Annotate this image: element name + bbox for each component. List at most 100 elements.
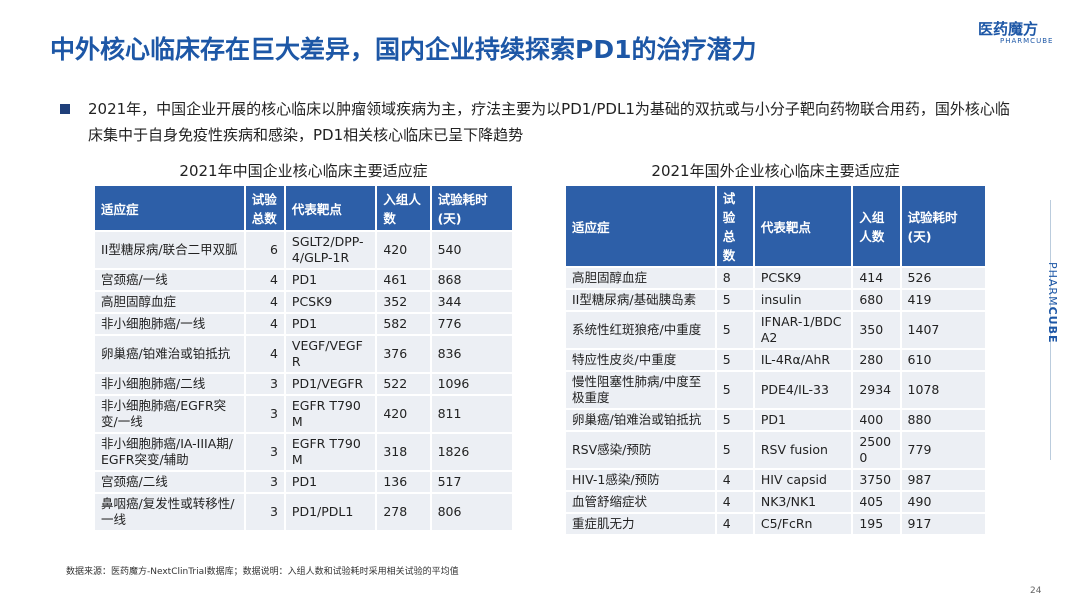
table-cell: 610 [899,348,988,372]
table-cell: 宫颈癌/二线 [93,470,246,494]
table-row: RSV感染/预防 5 RSV fusion 25000 779 [564,430,988,470]
table-cell: PCSK9 [752,266,854,290]
table-cell: 慢性阻塞性肺病/中度至极重度 [564,370,717,410]
table-cell: 352 [375,290,432,314]
table-row: 非小细胞肺癌/二线 3 PD1/VEGFR 522 1096 [93,372,515,396]
logo-sub: PHARMCUBE [1000,37,1054,45]
table-cell: 280 [851,348,902,372]
table-cell: 3 [243,470,286,494]
table-row: 慢性阻塞性肺病/中度至极重度 5 PDE4/IL-33 2934 1078 [564,370,988,410]
table-cell: 779 [899,430,988,470]
table-cell: 4 [243,334,286,374]
header-cell: 试验总数 [714,184,755,268]
table-row: II型糖尿病/联合二甲双胍 6 SGLT2/DPP-4/GLP-1R 420 540 [93,230,515,270]
table-cell: 3 [243,394,286,434]
table-cell: 5 [714,310,755,350]
table-cell: 8 [714,266,755,290]
table-cell: 1407 [899,310,988,350]
table-cell: 卵巢癌/铂难治或铂抵抗 [564,408,717,432]
table-cell: 4 [243,312,286,336]
table-row: 系统性红斑狼疮/中重度 5 IFNAR-1/BDCA2 350 1407 [564,310,988,350]
logo: 医药魔方 [978,20,1039,38]
table-row: 非小细胞肺癌/IA-IIIA期/EGFR突变/辅助 3 EGFR T790M 318 1… [93,432,515,472]
table-cell: 4 [714,490,755,514]
table-cell: RSV感染/预防 [564,430,717,470]
table-cell: RSV fusion [752,430,854,470]
header-cell: 试验耗时(天) [429,184,515,232]
table-cell: 526 [899,266,988,290]
table-cell: NK3/NK1 [752,490,854,514]
table-cell: IL-4Rα/AhR [752,348,854,372]
table-title: 2021年中国企业核心临床主要适应症 [179,162,428,180]
table-cell: 540 [429,230,515,270]
table-row: 宫颈癌/二线 3 PD1 136 517 [93,470,515,494]
table-row: 重症肌无力 4 C5/FcRn 195 917 [564,512,988,536]
table-cell: 776 [429,312,515,336]
table-cell: EGFR T790M [283,432,378,472]
table-cell: 1096 [429,372,515,396]
table-cell: 3 [243,372,286,396]
table-cell: 811 [429,394,515,434]
table-cell: IFNAR-1/BDCA2 [752,310,854,350]
header-cell: 试验耗时(天) [899,184,988,268]
header-row: 适应症 试验总数 代表靶点 入组人数 试验耗时(天) [93,184,515,232]
table-cell: 420 [375,230,432,270]
table-cell: 522 [375,372,432,396]
data-table: 适应症 试验总数 代表靶点 入组人数 试验耗时(天) 高胆固醇血症 8 PCSK9 414 526… [564,184,988,536]
table-cell: PCSK9 [283,290,378,314]
table-cell: SGLT2/DPP-4/GLP-1R [283,230,378,270]
table-cell: HIV-1感染/预防 [564,468,717,492]
table-cell: 2934 [851,370,902,410]
table-row: 特应性皮炎/中重度 5 IL-4Rα/AhR 280 610 [564,348,988,372]
header-cell: 代表靶点 [752,184,854,268]
table-cell: 582 [375,312,432,336]
table-row: HIV-1感染/预防 4 HIV capsid 3750 987 [564,468,988,492]
table-cell: 350 [851,310,902,350]
table-cell: 917 [899,512,988,536]
table-cell: 278 [375,492,432,532]
table-cell: 5 [714,288,755,312]
table-row: 高胆固醇血症 4 PCSK9 352 344 [93,290,515,314]
table-row: II型糖尿病/基础胰岛素 5 insulin 680 419 [564,288,988,312]
source-note: 数据来源：医药魔方-NextClinTrial数据库；数据说明：入组人数和试验耗… [66,567,459,577]
table-cell: 836 [429,334,515,374]
table-cell: II型糖尿病/联合二甲双胍 [93,230,246,270]
table-row: 非小细胞肺癌/一线 4 PD1 582 776 [93,312,515,336]
side-text: PHARMCUBE [1043,262,1059,343]
table-cell: 鼻咽癌/复发性或转移性/一线 [93,492,246,532]
table-cell: 非小细胞肺癌/IA-IIIA期/EGFR突变/辅助 [93,432,246,472]
table-cell: 517 [429,470,515,494]
table-cell: PD1/PDL1 [283,492,378,532]
table-cell: 1078 [899,370,988,410]
divider [1050,200,1051,460]
table-cell: 5 [714,430,755,470]
table-cell: 高胆固醇血症 [93,290,246,314]
table-cell: 系统性红斑狼疮/中重度 [564,310,717,350]
table-row: 血管舒缩症状 4 NK3/NK1 405 490 [564,490,988,514]
header-cell: 代表靶点 [283,184,378,232]
table-cell: 3 [243,492,286,532]
header-cell: 入组人数 [375,184,432,232]
table-cell: II型糖尿病/基础胰岛素 [564,288,717,312]
side-a: PHARM [1046,262,1059,307]
table-cell: 376 [375,334,432,374]
bullet-text: 2021年，中国企业开展的核心临床以肿瘤领域疾病为主，疗法主要为以PD1/PDL… [88,100,1010,144]
table-cell: PD1 [283,312,378,336]
table-cell: insulin [752,288,854,312]
bullet-marker [60,104,70,114]
table-cell: PD1 [752,408,854,432]
header-cell: 入组人数 [851,184,902,268]
table-cell: 4 [714,468,755,492]
table-row: 卵巢癌/铂难治或铂抵抗 4 VEGF/VEGFR 376 836 [93,334,515,374]
table-cell: 4 [714,512,755,536]
table-cell: 868 [429,268,515,292]
table-cell: PDE4/IL-33 [752,370,854,410]
table-cell: 136 [375,470,432,494]
table-cell: PD1 [283,470,378,494]
table-row: 高胆固醇血症 8 PCSK9 414 526 [564,266,988,290]
side-b: CUBE [1046,306,1059,344]
table-cell: 血管舒缩症状 [564,490,717,514]
table-cell: 414 [851,266,902,290]
table-cell: 1826 [429,432,515,472]
table-cell: 490 [899,490,988,514]
